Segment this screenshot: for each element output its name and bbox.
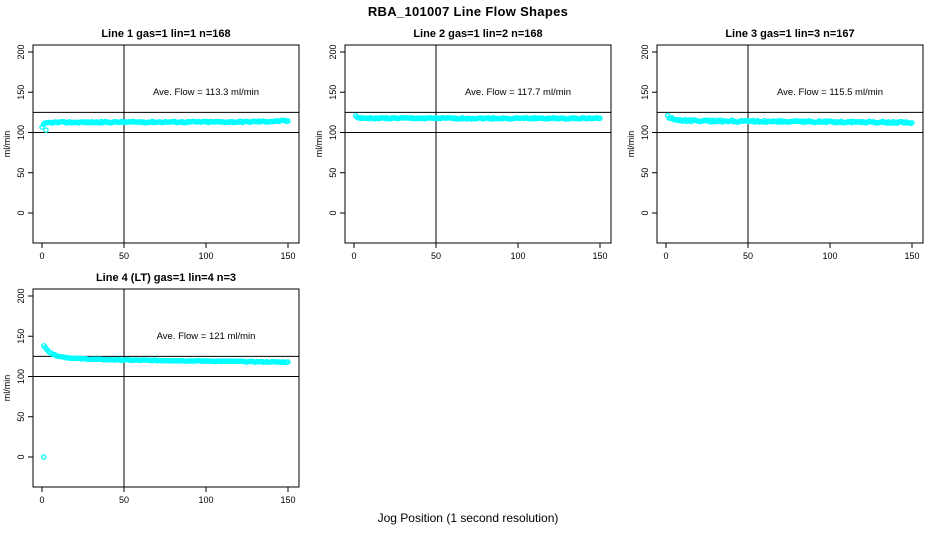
data-series — [39, 117, 291, 133]
x-tick-label: 150 — [280, 495, 295, 505]
ave-flow-annotation: Ave. Flow = 121 ml/min — [157, 331, 256, 342]
x-tick-label: 50 — [119, 495, 129, 505]
x-tick-label: 150 — [904, 251, 919, 261]
y-tick-label: 150 — [16, 85, 26, 100]
subplot-title: Line 1 gas=1 lin=1 n=168 — [101, 28, 230, 40]
plot-box — [656, 44, 924, 244]
y-tick-label: 50 — [16, 412, 26, 422]
y-tick-label: 50 — [16, 168, 26, 178]
subplot-title: Line 2 gas=1 lin=2 n=168 — [413, 28, 542, 40]
x-tick-label: 0 — [40, 251, 45, 261]
x-axis: 0 50 100 150 — [40, 487, 296, 505]
subplot-line-2: Line 2 gas=1 lin=2 n=168 Ave. Flow = 117.… — [312, 18, 624, 266]
subplot-title: Line 3 gas=1 lin=3 n=167 — [725, 28, 854, 40]
subplot-title: Line 4 (LT) gas=1 lin=4 n=3 — [96, 272, 236, 284]
y-tick-label: 0 — [16, 210, 26, 215]
y-tick-label: 0 — [16, 454, 26, 459]
data-series — [40, 342, 291, 460]
ave-flow-annotation: Ave. Flow = 115.5 ml/min — [777, 87, 883, 98]
data-series — [664, 112, 915, 127]
y-axis: 0 50 100 150 200 ml/min — [2, 44, 33, 215]
y-tick-label: 100 — [16, 369, 26, 384]
x-tick-label: 100 — [198, 495, 213, 505]
x-axis-label: Jog Position (1 second resolution) — [377, 511, 559, 525]
subplot-line-1: Line 1 gas=1 lin=1 n=168 Ave. Flow = 113.… — [0, 18, 312, 266]
data-series — [352, 112, 603, 122]
x-tick-label: 50 — [431, 251, 441, 261]
plot-box — [32, 44, 300, 244]
data-point — [285, 359, 291, 365]
x-tick-label: 150 — [592, 251, 607, 261]
ave-flow-annotation: Ave. Flow = 117.7 ml/min — [465, 87, 571, 98]
y-tick-label: 200 — [640, 44, 650, 59]
y-axis-title: ml/min — [2, 131, 12, 158]
y-tick-label: 100 — [640, 125, 650, 140]
reference-lines — [345, 45, 611, 243]
x-tick-label: 0 — [40, 495, 45, 505]
x-tick-label: 150 — [280, 251, 295, 261]
x-axis: 0 50 100 150 — [40, 243, 296, 261]
x-tick-label: 0 — [664, 251, 669, 261]
x-tick-label: 50 — [743, 251, 753, 261]
x-tick-label: 100 — [822, 251, 837, 261]
data-point — [909, 120, 915, 126]
data-point — [285, 118, 291, 124]
x-axis: 0 50 100 150 — [352, 243, 608, 261]
y-tick-label: 50 — [328, 168, 338, 178]
y-axis: 0 50 100 150 200 ml/min — [626, 44, 657, 215]
y-tick-label: 200 — [16, 288, 26, 303]
y-axis: 0 50 100 150 200 ml/min — [314, 44, 345, 215]
plot-box — [32, 288, 300, 488]
ave-flow-annotation: Ave. Flow = 113.3 ml/min — [153, 87, 259, 98]
y-axis-title: ml/min — [2, 375, 12, 402]
y-tick-label: 100 — [328, 125, 338, 140]
subplot-line-3-svg: Line 3 gas=1 lin=3 n=167 Ave. Flow = 115.… — [626, 28, 924, 261]
subplot-line-4-svg: Line 4 (LT) gas=1 lin=4 n=3 Ave. Flow = 1… — [2, 272, 300, 505]
y-tick-label: 150 — [16, 329, 26, 344]
subplot-line-1-svg: Line 1 gas=1 lin=1 n=168 Ave. Flow = 113.… — [2, 28, 300, 261]
subplot-line-3: Line 3 gas=1 lin=3 n=167 Ave. Flow = 115.… — [624, 18, 936, 266]
x-tick-label: 50 — [119, 251, 129, 261]
y-axis-title: ml/min — [626, 131, 636, 158]
y-axis-title: ml/min — [314, 131, 324, 158]
plot-box — [344, 44, 612, 244]
reference-lines — [33, 289, 299, 487]
y-tick-label: 150 — [640, 85, 650, 100]
outlier-point — [43, 127, 49, 133]
y-axis: 0 50 100 150 200 ml/min — [2, 288, 33, 459]
subplot-line-4: Line 4 (LT) gas=1 lin=4 n=3 Ave. Flow = 1… — [0, 262, 312, 510]
y-tick-label: 100 — [16, 125, 26, 140]
x-tick-label: 100 — [198, 251, 213, 261]
y-tick-label: 0 — [328, 210, 338, 215]
x-tick-label: 0 — [352, 251, 357, 261]
y-tick-label: 200 — [16, 44, 26, 59]
y-tick-label: 200 — [328, 44, 338, 59]
reference-lines — [33, 45, 299, 243]
outlier-point — [40, 454, 47, 460]
subplot-line-2-svg: Line 2 gas=1 lin=2 n=168 Ave. Flow = 117.… — [314, 28, 612, 261]
y-tick-label: 0 — [640, 210, 650, 215]
reference-lines — [657, 45, 923, 243]
chart-main-title: RBA_101007 Line Flow Shapes — [367, 4, 569, 19]
x-axis: 0 50 100 150 — [664, 243, 920, 261]
x-tick-label: 100 — [510, 251, 525, 261]
y-tick-label: 50 — [640, 168, 650, 178]
data-point — [597, 115, 603, 122]
y-tick-label: 150 — [328, 85, 338, 100]
